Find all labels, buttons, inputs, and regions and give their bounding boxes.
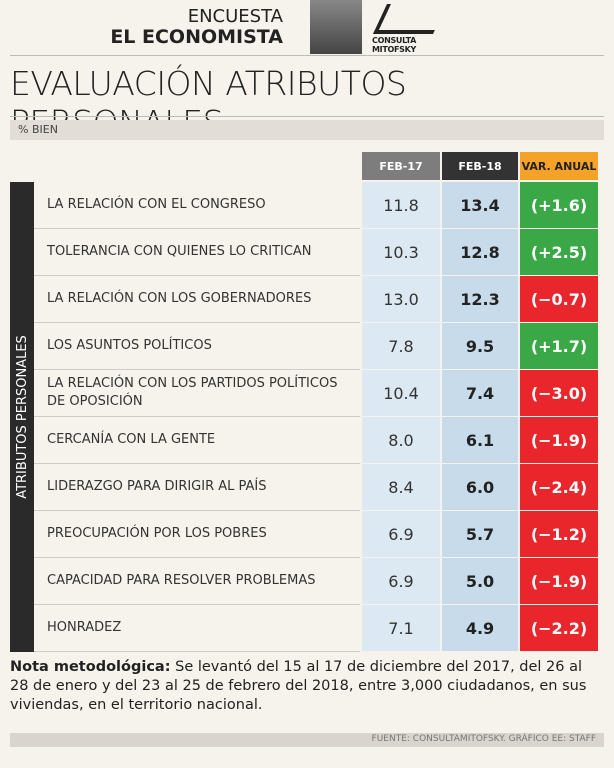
header-rule bbox=[10, 55, 604, 56]
header-publication: EL ECONOMISTA bbox=[110, 26, 283, 48]
row-rule bbox=[34, 322, 360, 323]
row-label: LA RELACIÓN CON EL CONGRESO bbox=[47, 197, 266, 212]
source-bar: FUENTE: CONSULTAMITOFSKY. GRÁFICO EE: ST… bbox=[10, 733, 604, 747]
logo: CONSULTA MITOFSKY bbox=[372, 36, 417, 54]
row-label: PREOCUPACIÓN POR LOS POBRES bbox=[47, 526, 267, 541]
variation-cell: (+2.5) bbox=[520, 229, 598, 275]
variation-cell: (+1.6) bbox=[520, 182, 598, 228]
variation-cell: (−0.7) bbox=[520, 276, 598, 322]
feb18-cell: 12.3 bbox=[442, 276, 518, 322]
title-rule bbox=[10, 116, 604, 117]
column-header: FEB-18 bbox=[442, 152, 518, 180]
feb17-cell: 13.0 bbox=[362, 276, 440, 322]
row-rule bbox=[34, 416, 360, 417]
feb18-cell: 4.9 bbox=[442, 605, 518, 651]
feb18-cell: 5.7 bbox=[442, 511, 518, 557]
variation-cell: (−1.9) bbox=[520, 417, 598, 463]
row-label: LIDERAZGO PARA DIRIGIR AL PAÍS bbox=[47, 479, 267, 494]
note: Nota metodológica: Se levantó del 15 al … bbox=[10, 658, 604, 715]
feb17-cell: 8.4 bbox=[362, 464, 440, 510]
feb17-cell: 11.8 bbox=[362, 182, 440, 228]
feb17-cell: 7.1 bbox=[362, 605, 440, 651]
feb17-cell: 6.9 bbox=[362, 558, 440, 604]
variation-cell: (−2.2) bbox=[520, 605, 598, 651]
row-label: CERCANÍA CON LA GENTE bbox=[47, 432, 216, 447]
photo bbox=[310, 0, 362, 54]
variation-cell: (+1.7) bbox=[520, 323, 598, 369]
feb18-cell: 9.5 bbox=[442, 323, 518, 369]
feb17-cell: 10.4 bbox=[362, 370, 440, 416]
subtitle-bar: % BIEN bbox=[10, 120, 604, 140]
row-rule bbox=[34, 651, 360, 652]
row-rule bbox=[34, 557, 360, 558]
feb18-cell: 5.0 bbox=[442, 558, 518, 604]
feb17-cell: 8.0 bbox=[362, 417, 440, 463]
group-label: ATRIBUTOS PERSONALES bbox=[14, 335, 30, 499]
group-bar bbox=[10, 182, 34, 652]
row-label: LA RELACIÓN CON LOS GOBERNADORES bbox=[47, 291, 312, 306]
feb17-cell: 10.3 bbox=[362, 229, 440, 275]
note-label: Nota metodológica: bbox=[10, 659, 171, 675]
feb17-cell: 7.8 bbox=[362, 323, 440, 369]
row-rule bbox=[34, 275, 360, 276]
row-rule bbox=[34, 228, 360, 229]
variation-cell: (−3.0) bbox=[520, 370, 598, 416]
feb18-cell: 13.4 bbox=[442, 182, 518, 228]
row-label: LA RELACIÓN CON LOS PARTIDOS POLÍTICOS D… bbox=[47, 376, 338, 409]
variation-cell: (−2.4) bbox=[520, 464, 598, 510]
row-rule bbox=[34, 510, 360, 511]
feb18-cell: 7.4 bbox=[442, 370, 518, 416]
row-rule bbox=[34, 369, 360, 370]
row-label: TOLERANCIA CON QUIENES LO CRITICAN bbox=[47, 244, 312, 259]
feb18-cell: 12.8 bbox=[442, 229, 518, 275]
row-rule bbox=[34, 604, 360, 605]
row-label: LOS ASUNTOS POLÍTICOS bbox=[47, 338, 212, 353]
row-label: HONRADEZ bbox=[47, 620, 122, 635]
feb18-cell: 6.1 bbox=[442, 417, 518, 463]
column-header: VAR. ANUAL bbox=[520, 152, 598, 180]
variation-cell: (−1.9) bbox=[520, 558, 598, 604]
feb18-cell: 6.0 bbox=[442, 464, 518, 510]
row-label: CAPACIDAD PARA RESOLVER PROBLEMAS bbox=[47, 573, 316, 588]
column-header: FEB-17 bbox=[362, 152, 440, 180]
note-text: Se levantó del 15 al 17 de diciembre del… bbox=[10, 659, 587, 713]
variation-cell: (−1.2) bbox=[520, 511, 598, 557]
row-rule bbox=[34, 463, 360, 464]
header-survey: ENCUESTA bbox=[187, 6, 283, 27]
feb17-cell: 6.9 bbox=[362, 511, 440, 557]
